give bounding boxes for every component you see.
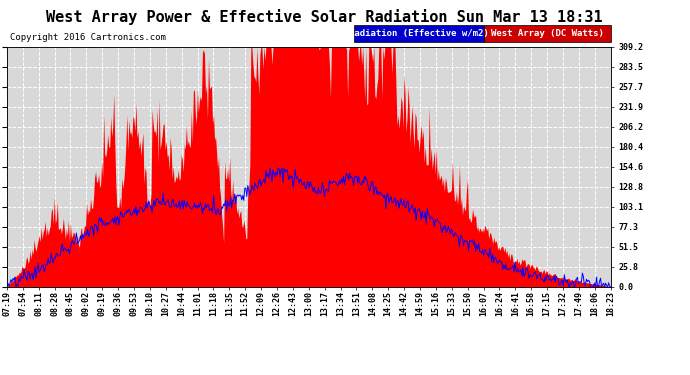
Text: West Array Power & Effective Solar Radiation Sun Mar 13 18:31: West Array Power & Effective Solar Radia… [46, 9, 602, 26]
FancyBboxPatch shape [354, 25, 484, 42]
Text: West Array (DC Watts): West Array (DC Watts) [491, 29, 604, 38]
Text: Copyright 2016 Cartronics.com: Copyright 2016 Cartronics.com [10, 33, 166, 42]
Text: Radiation (Effective w/m2): Radiation (Effective w/m2) [349, 29, 489, 38]
FancyBboxPatch shape [484, 25, 611, 42]
